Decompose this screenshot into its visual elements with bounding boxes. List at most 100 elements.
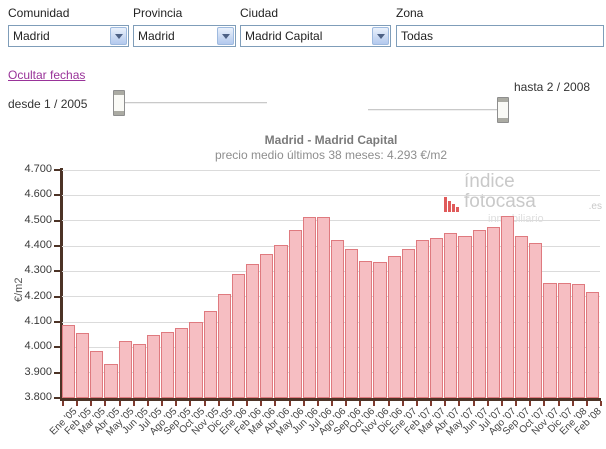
y-axis-tick (54, 169, 61, 171)
bar-chart-icon (444, 197, 460, 212)
x-axis-tick (331, 401, 333, 406)
x-axis-tick (90, 401, 93, 406)
chevron-down-icon[interactable] (110, 27, 127, 45)
x-axis-tick (345, 401, 348, 406)
x-axis-tick (62, 401, 64, 406)
zona-label: Zona (396, 6, 424, 20)
x-axis-tick (543, 401, 546, 406)
price-bar (345, 248, 359, 398)
watermark-brand-suffix: .es (588, 201, 602, 212)
ciudad-select[interactable]: Madrid Capital (240, 25, 391, 47)
date-from-slider-track[interactable] (117, 102, 267, 104)
y-axis-tick (54, 346, 61, 349)
price-bar (359, 261, 373, 398)
chevron-down-icon[interactable] (372, 27, 389, 45)
x-axis-tick (500, 401, 503, 406)
x-axis-tick (401, 401, 404, 406)
x-axis-tick (274, 401, 277, 406)
y-axis-tick (54, 245, 61, 247)
zona-input[interactable] (396, 25, 604, 47)
price-bar (444, 233, 458, 398)
date-to-slider-track[interactable] (368, 109, 505, 111)
y-tick-label: 4.300 (24, 264, 52, 277)
price-bar (217, 294, 231, 398)
price-bar (62, 324, 76, 398)
comunidad-select[interactable]: Madrid (8, 25, 129, 47)
y-axis-tick (54, 270, 61, 273)
x-axis-tick (132, 401, 135, 406)
x-axis-tick (585, 401, 588, 406)
x-axis-tick (104, 401, 107, 406)
price-bar (515, 235, 529, 398)
y-axis-line (60, 168, 63, 400)
x-axis-tick (302, 401, 305, 406)
y-axis-tick (54, 219, 61, 222)
price-bar (76, 333, 90, 398)
ocultar-fechas-link[interactable]: Ocultar fechas (8, 68, 86, 82)
y-axis-tick (54, 194, 61, 197)
chevron-down-icon[interactable] (217, 27, 234, 45)
price-bar (231, 273, 246, 398)
chart-subtitle: precio medio últimos 38 meses: 4.293 €/m… (214, 148, 448, 162)
x-axis-tick (415, 401, 418, 406)
x-axis-tick (373, 401, 376, 406)
x-axis-tick (316, 401, 319, 406)
date-from-label: desde 1 / 2005 (8, 97, 88, 111)
watermark-brand: índice fotocasa (464, 171, 536, 212)
x-axis-tick (486, 401, 489, 406)
y-tick-label: 4.700 (24, 163, 52, 175)
x-axis-tick (387, 401, 390, 406)
x-axis-tick (118, 401, 121, 406)
price-bar (458, 235, 472, 398)
gridline (62, 194, 600, 196)
price-bar (118, 341, 132, 398)
y-axis-tick (54, 371, 61, 374)
price-bar (316, 216, 330, 398)
x-axis-tick (76, 401, 79, 406)
provincia-label: Provincia (133, 6, 183, 20)
price-bar (104, 363, 118, 398)
x-axis-tick (444, 401, 447, 406)
price-bar (331, 239, 345, 398)
chart-title: Madrid - Madrid Capital (264, 133, 398, 147)
price-bar (557, 282, 571, 398)
price-bar (146, 334, 161, 398)
price-bar (161, 332, 175, 398)
x-axis-tick (557, 401, 560, 406)
x-axis-tick (175, 401, 178, 406)
price-bar (302, 216, 316, 398)
price-bar (500, 215, 515, 398)
price-bar (415, 239, 430, 398)
price-bar (387, 256, 401, 398)
y-tick-label: 4.000 (24, 340, 52, 353)
ciudad-select-value: Madrid Capital (245, 29, 323, 43)
price-bar (175, 328, 189, 398)
provincia-select-value: Madrid (138, 29, 175, 43)
price-bar (585, 291, 599, 398)
price-bar (274, 244, 288, 398)
price-bar-chart: Madrid - Madrid Capital precio medio últ… (0, 130, 606, 449)
y-tick-label: 3.900 (24, 365, 52, 378)
y-tick-label: 4.600 (24, 188, 52, 201)
date-to-slider-handle[interactable] (497, 97, 509, 123)
date-from-slider-handle[interactable] (113, 90, 125, 116)
ciudad-label: Ciudad (240, 6, 279, 20)
comunidad-label: Comunidad (8, 6, 70, 20)
y-tick-label: 4.500 (24, 213, 52, 226)
y-tick-label: 4.100 (24, 315, 52, 327)
provincia-select[interactable]: Madrid (133, 25, 236, 47)
price-bar (529, 243, 543, 398)
x-axis-tick (288, 401, 291, 406)
x-axis-tick (529, 401, 532, 406)
x-axis-tick (458, 401, 461, 406)
price-bar (401, 248, 415, 398)
y-axis-tick (54, 397, 61, 399)
price-bar (472, 229, 486, 398)
x-axis-tick (472, 401, 475, 406)
y-tick-label: 4.400 (24, 239, 52, 251)
x-axis-tick (217, 401, 220, 406)
x-axis-tick (146, 401, 149, 406)
x-axis-tick (203, 401, 206, 406)
x-axis-tick (161, 401, 164, 406)
